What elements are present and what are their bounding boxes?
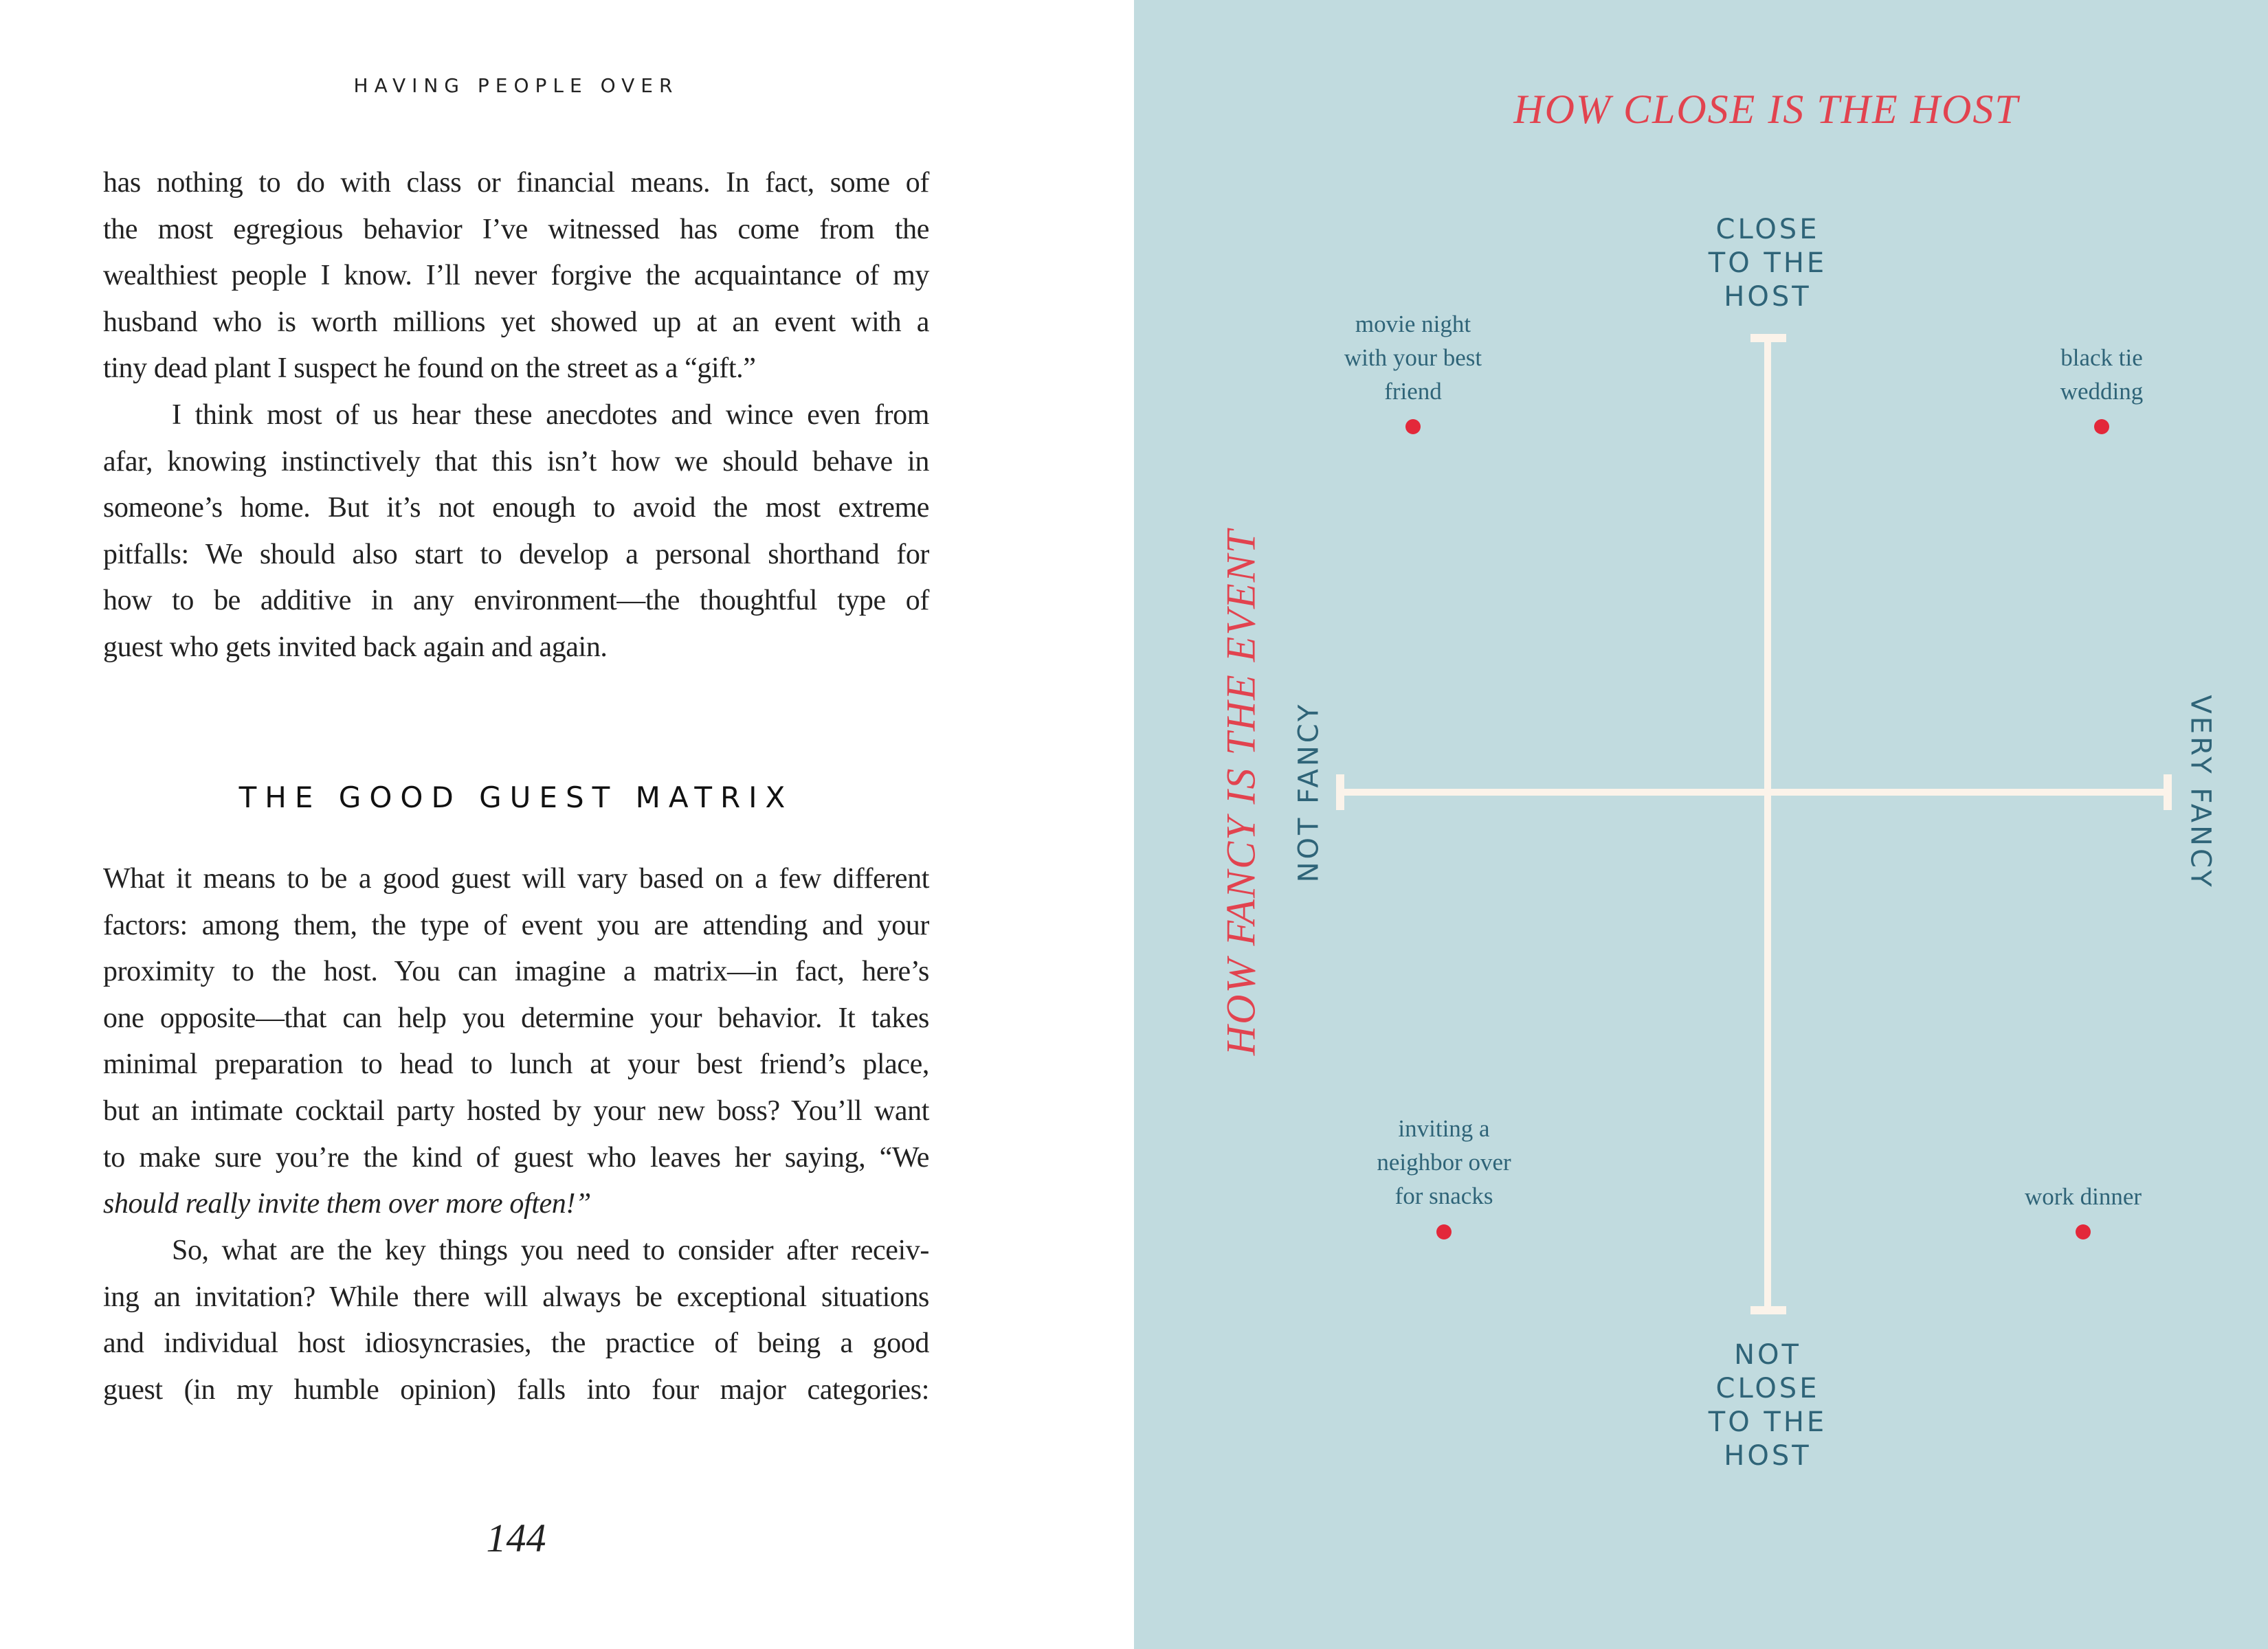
horizontal-axis-right-cap [2164,774,2172,810]
label-line: NOT [1734,1339,1801,1371]
label-line: movie night [1355,311,1471,337]
label-line: with your best [1344,344,1482,371]
text-line: how to be additive in any environment—th… [103,585,929,617]
right-axis-label: VERY FANCY [2184,695,2216,890]
text-line: afar, knowing instinctively that this is… [103,445,929,478]
top-axis-label: CLOSE TO THE HOST [1665,213,1871,314]
text-line: wealthiest people I know. I’ll never for… [103,260,929,292]
text-line: someone’s home. But it’s not enough to a… [103,492,929,524]
running-head: HAVING PEOPLE OVER [353,74,679,97]
point-label-inviting-neighbor: inviting a neighbor over for snacks [1307,1112,1581,1213]
text-line: ing an invitation? While there will alwa… [103,1281,929,1313]
text-line: factors: among them, the type of event y… [103,909,929,941]
text-line: proximity to the host. You can imagine a… [103,956,929,988]
point-label-movie-night: movie night with your best friend [1276,307,1550,408]
text-line: to make sure you’re the kind of guest wh… [103,1141,929,1174]
point-dot-movie-night [1405,419,1421,434]
left-axis-label: NOT FANCY [1293,702,1325,883]
paragraph-3: What it means to be a good guest will va… [103,856,929,1228]
label-line: for snacks [1394,1182,1493,1209]
point-dot-work-dinner [2076,1224,2091,1239]
good-guest-matrix: HOW CLOSE IS THE HOST HOW FANCY IS THE E… [1134,0,2268,1649]
text-line: husband who is worth millions yet showed… [103,306,929,338]
label-line: CLOSE [1715,214,1820,245]
point-dot-inviting-neighbor [1436,1224,1452,1239]
text-line: should really invite them over more ofte… [103,1188,591,1220]
text-line: So, what are the key things you need to … [172,1235,929,1266]
horizontal-axis [1339,789,2167,796]
text-line: and individual host idiosyncrasies, the … [103,1327,929,1360]
text-line: I think most of us hear these anecdotes … [172,399,929,431]
bottom-axis-label: NOT CLOSE TO THE HOST [1665,1338,1871,1473]
point-dot-black-tie [2094,419,2109,434]
text-line: but an intimate cocktail party hosted by… [103,1095,929,1127]
label-line: black tie [2060,344,2143,371]
label-line: work dinner [2024,1183,2142,1210]
label-line: inviting a [1398,1115,1490,1142]
matrix-title-top: HOW CLOSE IS THE HOST [1513,87,2019,132]
paragraph-2: I think most of us hear these anecdotes … [103,392,929,671]
section-heading: THE GOOD GUEST MATRIX [238,781,794,814]
paragraph-1: has nothing to do with class or financia… [103,160,929,392]
vertical-axis [1764,337,1771,1310]
text-line: pitfalls: We should also start to develo… [103,538,929,570]
label-line: neighbor over [1377,1149,1511,1176]
label-line: wedding [2060,378,2144,405]
label-line: TO THE [1708,1406,1827,1438]
paragraph-4: So, what are the key things you need to … [103,1228,929,1413]
text-line: one opposite—that can help you determine… [103,1002,929,1034]
label-line: TO THE [1708,247,1827,279]
text-line: tiny dead plant I suspect he found on th… [103,352,756,385]
label-line: CLOSE [1715,1373,1820,1404]
matrix-title-side: HOW FANCY IS THE EVENT [1218,528,1264,1056]
left-page: HAVING PEOPLE OVER has nothing to do wit… [103,74,930,1560]
text-line: What it means to be a good guest will va… [103,863,929,895]
point-label-work-dinner: work dinner [1946,1180,2221,1213]
text-line: guest (in my humble opinion) falls into … [103,1373,929,1406]
label-line: friend [1384,378,1442,405]
text-line: minimal preparation to head to lunch at … [103,1048,929,1081]
horizontal-axis-left-cap [1336,774,1344,810]
vertical-axis-top-cap [1750,334,1786,342]
page-number: 144 [486,1516,546,1560]
label-line: HOST [1724,281,1812,313]
vertical-axis-bottom-cap [1750,1306,1786,1314]
text-line: guest who gets invited back again and ag… [103,631,608,663]
label-line: HOST [1724,1440,1812,1472]
text-line: has nothing to do with class or financia… [103,167,929,199]
point-label-black-tie: black tie wedding [1964,341,2239,408]
text-line: the most egregious behavior I’ve witness… [103,213,929,245]
